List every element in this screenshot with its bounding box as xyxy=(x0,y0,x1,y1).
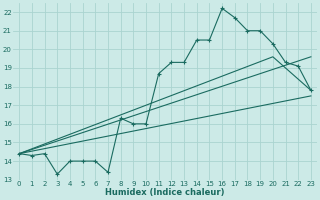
X-axis label: Humidex (Indice chaleur): Humidex (Indice chaleur) xyxy=(105,188,225,197)
